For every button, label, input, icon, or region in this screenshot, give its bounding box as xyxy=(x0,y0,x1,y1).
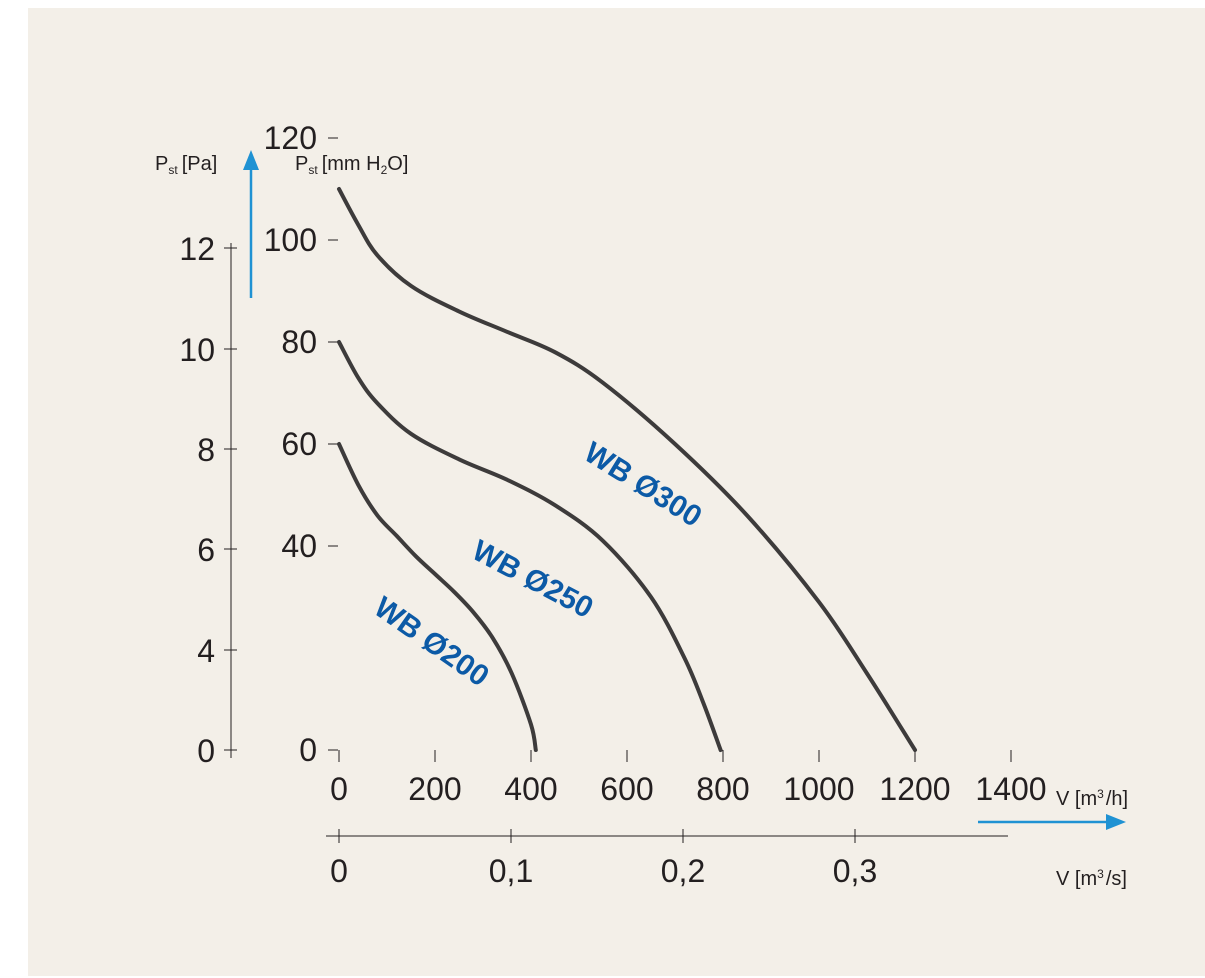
flow-s-tick-label: 0,3 xyxy=(833,853,877,889)
mm-axis-unit-b: O] xyxy=(387,153,408,175)
flow-h-tick-label: 400 xyxy=(504,771,557,807)
mm-axis-symbol: P xyxy=(295,153,308,175)
flow-h-axis-title: V [m3/h] xyxy=(1056,787,1128,810)
flow-s-axis-sup: 3 xyxy=(1097,867,1104,881)
flow-h-tick-label: 0 xyxy=(330,771,348,807)
flow-s-axis-end: /s] xyxy=(1106,868,1127,890)
mm-tick-label: 120 xyxy=(264,120,317,156)
flow-s-axis-main: V [m xyxy=(1056,868,1097,890)
chart-panel: 0 4 6 8 10 12 0 40 60 80 100 120 0 200 400 600 800 1000 12… xyxy=(28,8,1205,976)
axes-layer xyxy=(224,137,1126,843)
flow-h-tick-label: 600 xyxy=(600,771,653,807)
pa-axis-title: Pst [Pa] xyxy=(155,153,217,177)
pa-tick-label: 8 xyxy=(197,432,215,468)
flow-h-tick-label: 1000 xyxy=(783,771,854,807)
flow-h-tick-label: 1400 xyxy=(975,771,1046,807)
flow-h-tick-label: 1200 xyxy=(879,771,950,807)
flow-h-axis-main: V [m xyxy=(1056,788,1097,810)
pa-tick-label: 6 xyxy=(197,532,215,568)
mm-axis-title: Pst [mm H2O] xyxy=(295,153,408,177)
pa-axis-unit: [Pa] xyxy=(182,153,218,175)
flow-h-axis-end: /h] xyxy=(1106,788,1128,810)
mm-tick-label: 40 xyxy=(281,528,317,564)
mm-tick-label: 80 xyxy=(281,324,317,360)
pa-axis-symbol: P xyxy=(155,153,168,175)
flow-s-tick-label: 0,2 xyxy=(661,853,705,889)
mm-tick-label: 60 xyxy=(281,426,317,462)
pa-axis-subscript: st xyxy=(168,163,178,177)
pa-tick-label: 0 xyxy=(197,733,215,769)
pa-tick-label: 12 xyxy=(179,231,215,267)
flow-h-tick-label: 200 xyxy=(408,771,461,807)
chart-background xyxy=(28,8,1205,976)
flow-s-axis-title: V [m3/s] xyxy=(1056,867,1127,890)
flow-h-tick-label: 800 xyxy=(696,771,749,807)
mm-tick-label: 0 xyxy=(299,732,317,768)
flow-arrow-head xyxy=(1106,814,1126,830)
mm-tick-label: 100 xyxy=(264,222,317,258)
pa-tick-label: 10 xyxy=(179,332,215,368)
mm-axis-subscript: st xyxy=(308,163,318,177)
flow-s-tick-label: 0,1 xyxy=(489,853,533,889)
curves-layer xyxy=(337,187,917,752)
flow-h-axis-sup: 3 xyxy=(1097,787,1104,801)
pressure-arrow-head xyxy=(243,150,259,170)
flow-s-tick-label: 0 xyxy=(330,853,348,889)
mm-axis-unit-sub: 2 xyxy=(381,163,388,177)
curve-wb-250 xyxy=(337,340,723,752)
curve-wb-300 xyxy=(337,187,917,752)
mm-axis-unit-a: [mm H xyxy=(322,153,381,175)
curve-wb-200 xyxy=(337,442,538,752)
pa-tick-label: 4 xyxy=(197,633,215,669)
